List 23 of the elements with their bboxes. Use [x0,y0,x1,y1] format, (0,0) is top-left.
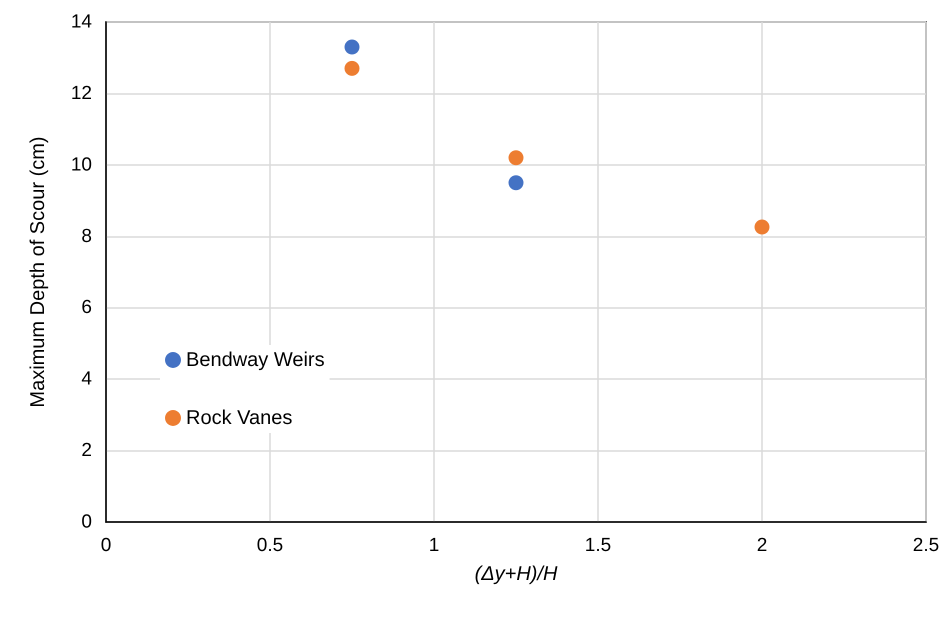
point [344,40,360,54]
y-tick-label: 4 [81,368,92,390]
x-tick-label: 2.5 [912,535,940,556]
legend-label: Rock Vanes [186,407,292,429]
y-axis-title: Maximum Depth of Scour (cm) [27,136,49,408]
legend-label: Bendway Weirs [186,349,325,371]
y-tick-label: 2 [81,440,92,462]
y-tick-label: 8 [81,226,92,247]
x-tick-label: 1 [428,535,440,556]
x-tick-label: 0 [100,535,112,556]
x-tick-label: 1.5 [584,535,612,556]
y-tick-label: 0 [81,512,92,532]
point [344,60,360,76]
x-tick-label: 0.5 [256,535,284,556]
point [754,220,770,234]
point [508,175,524,190]
point [508,150,524,166]
y-tick-label: 10 [70,154,92,176]
x-axis-title: (Δy+H)/H [474,563,558,585]
y-tick-label: 12 [70,82,92,104]
y-tick-label: 14 [70,12,92,32]
x-tick-label: 2 [756,535,768,556]
y-tick-label: 6 [81,297,92,318]
